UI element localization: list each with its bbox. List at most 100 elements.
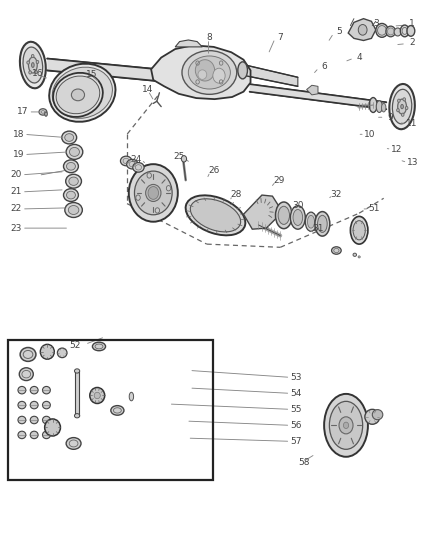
Ellipse shape [376, 23, 388, 37]
Text: 15: 15 [86, 70, 98, 79]
Ellipse shape [398, 99, 400, 102]
Ellipse shape [182, 51, 237, 94]
Ellipse shape [407, 26, 415, 36]
Ellipse shape [42, 386, 50, 394]
Polygon shape [245, 65, 298, 86]
Ellipse shape [65, 203, 82, 217]
Ellipse shape [45, 419, 60, 436]
Text: 20: 20 [10, 171, 21, 179]
Ellipse shape [365, 409, 380, 424]
Ellipse shape [398, 99, 406, 114]
Ellipse shape [18, 386, 26, 394]
Text: 21: 21 [10, 188, 21, 196]
Ellipse shape [191, 199, 240, 232]
Ellipse shape [397, 109, 399, 112]
Ellipse shape [305, 212, 317, 231]
Text: 4: 4 [357, 53, 362, 61]
Ellipse shape [339, 417, 353, 434]
Text: 52: 52 [70, 341, 81, 350]
Text: 23: 23 [10, 224, 21, 232]
Text: 19: 19 [13, 150, 24, 159]
Ellipse shape [386, 26, 396, 37]
Ellipse shape [39, 109, 47, 115]
Ellipse shape [74, 414, 80, 418]
Ellipse shape [133, 163, 144, 172]
Text: 28: 28 [230, 190, 241, 198]
Ellipse shape [186, 195, 245, 236]
Ellipse shape [35, 70, 37, 74]
Ellipse shape [358, 25, 367, 35]
Text: 32: 32 [331, 190, 342, 198]
Ellipse shape [166, 185, 171, 191]
Text: 26: 26 [208, 166, 219, 175]
Ellipse shape [27, 61, 29, 64]
Ellipse shape [90, 387, 105, 403]
Text: 53: 53 [290, 373, 301, 382]
Ellipse shape [332, 247, 341, 254]
Ellipse shape [318, 215, 327, 232]
Polygon shape [244, 195, 279, 229]
Ellipse shape [40, 344, 54, 359]
Ellipse shape [18, 416, 26, 424]
Ellipse shape [20, 348, 36, 361]
Ellipse shape [18, 401, 26, 409]
Ellipse shape [369, 98, 377, 112]
Ellipse shape [19, 368, 33, 381]
Ellipse shape [329, 401, 363, 449]
Ellipse shape [324, 394, 368, 457]
Ellipse shape [23, 47, 42, 83]
Polygon shape [250, 84, 386, 109]
Text: 18: 18 [13, 130, 24, 139]
Ellipse shape [343, 422, 349, 429]
Text: 3: 3 [373, 20, 379, 28]
Ellipse shape [69, 177, 78, 185]
Ellipse shape [71, 89, 85, 101]
Ellipse shape [400, 25, 409, 37]
Ellipse shape [32, 54, 34, 58]
Ellipse shape [68, 206, 79, 214]
Ellipse shape [65, 134, 74, 141]
Text: 57: 57 [290, 437, 301, 446]
Text: 9: 9 [387, 113, 393, 122]
Text: 51: 51 [369, 205, 380, 213]
Ellipse shape [129, 164, 178, 222]
Ellipse shape [57, 348, 67, 358]
Ellipse shape [94, 392, 100, 399]
Text: 1: 1 [409, 20, 415, 28]
Ellipse shape [32, 63, 34, 68]
Text: 8: 8 [206, 33, 212, 42]
Text: 55: 55 [290, 405, 301, 414]
Text: 7: 7 [277, 33, 283, 42]
Ellipse shape [405, 107, 408, 110]
Ellipse shape [401, 113, 404, 116]
Ellipse shape [134, 171, 172, 215]
Ellipse shape [315, 212, 330, 236]
Ellipse shape [290, 206, 305, 229]
Text: 17: 17 [17, 108, 28, 116]
Ellipse shape [30, 416, 38, 424]
Text: 13: 13 [407, 158, 418, 167]
Ellipse shape [30, 386, 38, 394]
Ellipse shape [389, 84, 415, 129]
Ellipse shape [42, 431, 50, 439]
Ellipse shape [195, 60, 215, 81]
Ellipse shape [129, 392, 134, 401]
Ellipse shape [53, 73, 103, 117]
Ellipse shape [66, 144, 83, 159]
Ellipse shape [28, 57, 37, 73]
Ellipse shape [147, 173, 152, 178]
Ellipse shape [127, 159, 138, 169]
Ellipse shape [307, 215, 314, 228]
Ellipse shape [293, 209, 303, 225]
Ellipse shape [45, 112, 47, 116]
Text: 11: 11 [406, 119, 417, 128]
Ellipse shape [353, 253, 357, 256]
Ellipse shape [353, 221, 365, 240]
Polygon shape [307, 85, 318, 95]
Ellipse shape [145, 184, 161, 201]
Polygon shape [202, 64, 214, 75]
Ellipse shape [198, 70, 207, 79]
Ellipse shape [30, 431, 38, 439]
Ellipse shape [52, 67, 113, 118]
Text: 14: 14 [142, 85, 154, 94]
